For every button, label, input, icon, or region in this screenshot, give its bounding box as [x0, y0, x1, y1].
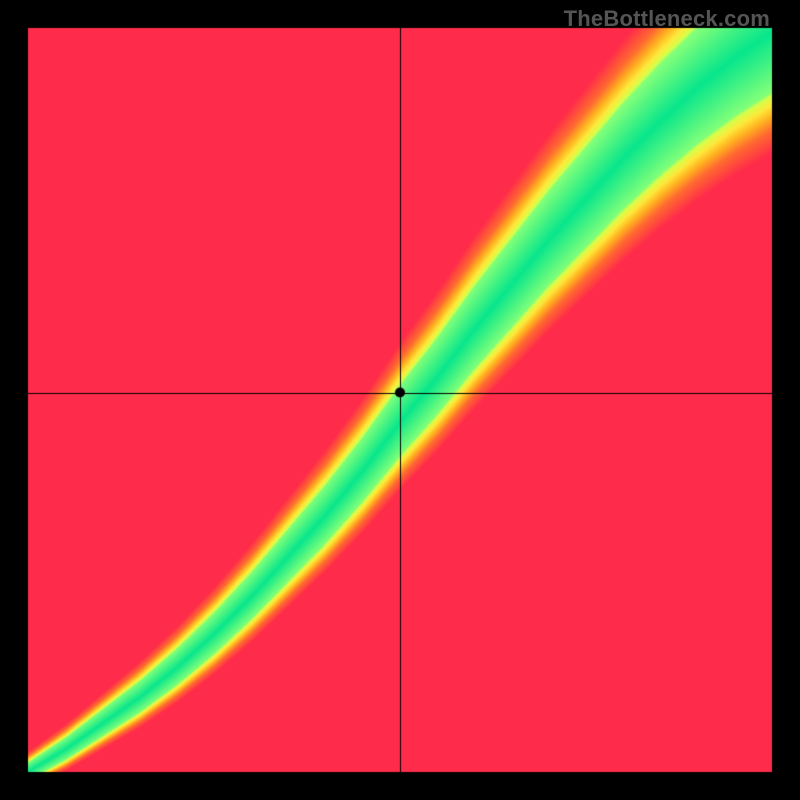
heatmap-canvas — [0, 0, 800, 800]
watermark-text: TheBottleneck.com — [564, 6, 770, 32]
bottleneck-heatmap-chart: TheBottleneck.com — [0, 0, 800, 800]
